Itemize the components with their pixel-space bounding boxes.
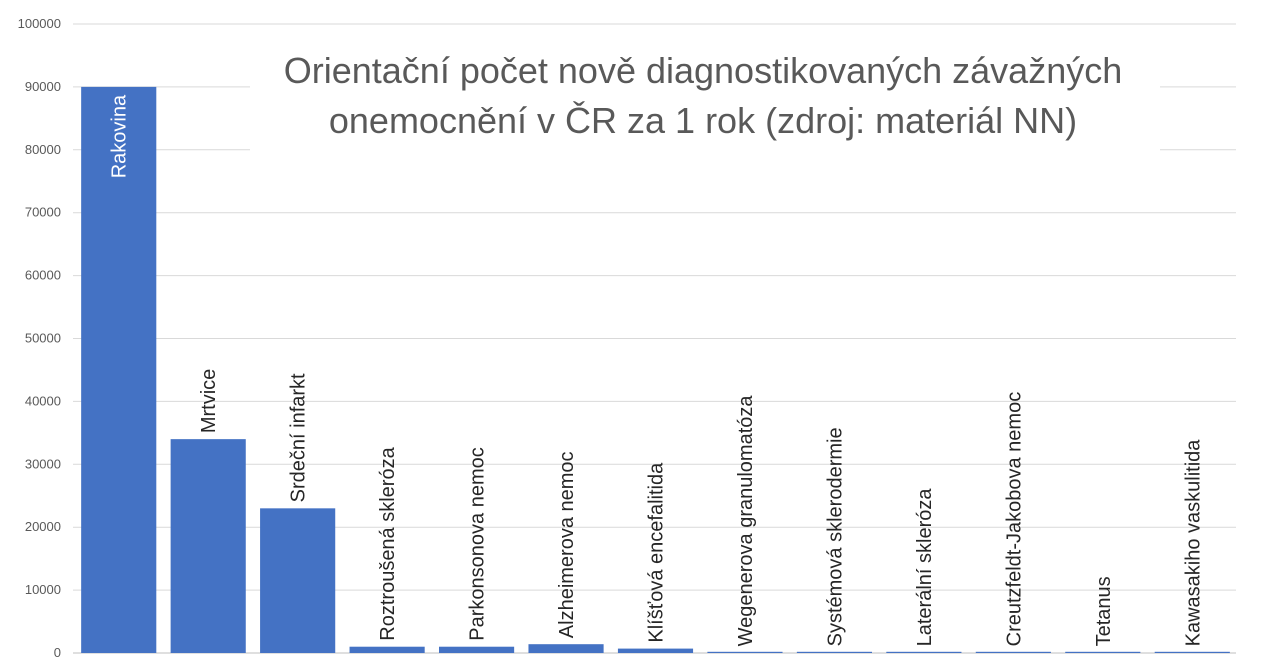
y-tick-label: 100000 [18, 16, 61, 31]
chart-title-background [250, 42, 1160, 152]
y-tick-label: 90000 [25, 79, 61, 94]
bar [707, 651, 783, 653]
bar [439, 646, 515, 653]
bar [170, 439, 246, 653]
bar-category-label: Tetanus [1093, 576, 1115, 646]
bar [617, 648, 694, 653]
y-tick-label: 80000 [25, 142, 61, 157]
y-tick-label: 30000 [25, 456, 61, 471]
bar-category-label: Alzheimerova nemoc [556, 451, 578, 638]
bar-category-label: Creutzfeldt-Jakobova nemoc [1003, 392, 1025, 647]
bar-category-label: Mrtvice [198, 369, 220, 433]
y-tick-label: 40000 [25, 393, 61, 408]
y-tick-label: 0 [54, 645, 61, 660]
bar-category-label: Roztroušená skleróza [377, 446, 399, 640]
bar-category-label: Wegenerova granulomatóza [735, 395, 757, 647]
bar [528, 644, 604, 653]
bar-category-label: Srdeční infarkt [288, 373, 310, 502]
y-tick-label: 50000 [25, 331, 61, 346]
y-tick-label: 70000 [25, 205, 61, 220]
y-tick-label: 60000 [25, 268, 61, 283]
bar-category-label: Parkonsonova nemoc [467, 447, 489, 640]
bar [886, 651, 962, 653]
bar [796, 651, 872, 653]
bar-category-label: Klíšťová encefalitida [646, 462, 668, 643]
bar [1065, 651, 1141, 653]
chart-title-group: Orientační počet nově diagnostikovaných … [250, 42, 1160, 152]
bar [349, 646, 425, 653]
y-tick-label: 10000 [25, 582, 61, 597]
bar-category-label: Systémová sklerodermie [824, 427, 846, 646]
y-tick-label: 20000 [25, 519, 61, 534]
chart-title-line-1: Orientační počet nově diagnostikovaných … [284, 50, 1123, 91]
bar-category-label: Laterální skleróza [914, 488, 936, 647]
bars [81, 86, 1230, 653]
bar [1154, 651, 1230, 653]
bar [81, 86, 157, 653]
category-labels: Rakovina Mrtvice Srdeční infarkt Roztroušen… [109, 94, 1205, 646]
bar-category-label: Rakovina [109, 94, 131, 178]
bar [975, 651, 1051, 653]
chart-title-line-2: onemocnění v ČR za 1 rok (zdroj: materiá… [329, 100, 1077, 141]
bar [260, 508, 336, 653]
bar-category-label: Kawasakiho vaskulitida [1182, 439, 1204, 647]
y-axis-ticks: 0 10000 20000 30000 40000 50000 60000 70000 8000… [18, 16, 61, 660]
